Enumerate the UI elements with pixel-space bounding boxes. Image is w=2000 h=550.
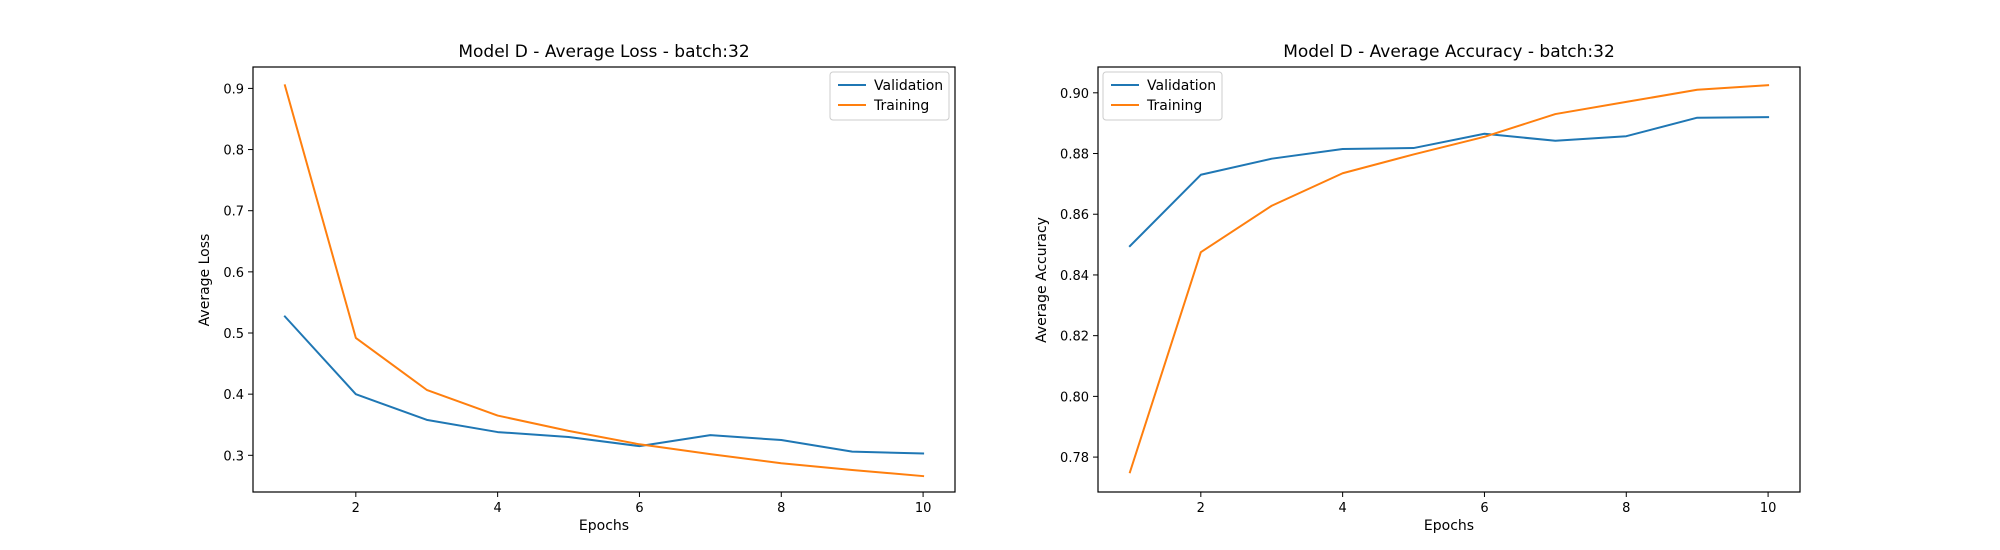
loss-lines [283, 84, 925, 478]
accuracy-y-tick-label: 0.82 [1060, 330, 1089, 345]
loss-x-tick-label: 2 [352, 501, 360, 516]
accuracy-x-tick-label: 4 [1338, 501, 1346, 516]
loss-y-tick-label: 0.6 [223, 266, 244, 281]
accuracy-x-tick-label: 8 [1622, 501, 1630, 516]
accuracy-y-tick-label: 0.90 [1060, 87, 1089, 102]
accuracy-y-tick-label: 0.86 [1060, 208, 1089, 223]
loss-y-tick-label: 0.4 [223, 388, 244, 403]
accuracy-y-tick-label: 0.78 [1060, 451, 1089, 466]
loss-y-tick-label: 0.3 [223, 449, 244, 464]
loss-plot-frame [252, 66, 956, 493]
loss-chart: Model D - Average Loss - batch:32 Epochs… [197, 42, 956, 534]
loss-y-axis-label: Average Loss [197, 234, 213, 327]
loss-validation-line [283, 315, 925, 455]
loss-x-axis-label: Epochs [579, 518, 629, 534]
loss-x-tick-label: 8 [777, 501, 785, 516]
loss-y-tick-label: 0.5 [223, 327, 244, 342]
accuracy-x-axis-label: Epochs [1424, 518, 1474, 534]
loss-x-tick-label: 6 [635, 501, 643, 516]
accuracy-x-tick-label: 10 [1760, 501, 1777, 516]
loss-chart-title: Model D - Average Loss - batch:32 [458, 42, 749, 62]
loss-y-tick-label: 0.8 [223, 144, 244, 159]
loss-legend-training-label: Training [873, 98, 929, 114]
accuracy-chart-title: Model D - Average Accuracy - batch:32 [1283, 42, 1615, 62]
accuracy-chart: Model D - Average Accuracy - batch:32 Ep… [1034, 42, 1801, 534]
loss-training-line [283, 84, 925, 478]
accuracy-ticks: 2 4 6 8 10 0.78 0.80 0.82 0.84 0.86 0.88 0.90 [1060, 87, 1776, 516]
loss-y-tick-label: 0.7 [223, 205, 244, 220]
loss-x-tick-label: 4 [493, 501, 501, 516]
accuracy-x-tick-label: 6 [1480, 501, 1488, 516]
accuracy-y-axis-label: Average Accuracy [1034, 217, 1050, 343]
loss-y-tick-label: 0.9 [223, 82, 244, 97]
accuracy-y-tick-label: 0.88 [1060, 148, 1089, 163]
accuracy-legend-validation-label: Validation [1147, 78, 1216, 94]
accuracy-lines [1128, 84, 1770, 474]
loss-legend: Validation Training [829, 71, 950, 121]
accuracy-y-tick-label: 0.84 [1060, 269, 1089, 284]
loss-x-tick-label: 10 [915, 501, 932, 516]
loss-legend-validation-label: Validation [874, 78, 943, 94]
loss-ticks: 2 4 6 8 10 0.3 0.4 0.5 0.6 0.7 0.8 0.9 [223, 82, 931, 516]
accuracy-y-tick-label: 0.80 [1060, 390, 1089, 405]
accuracy-legend: Validation Training [1102, 71, 1223, 121]
accuracy-x-tick-label: 2 [1197, 501, 1205, 516]
accuracy-plot-frame [1097, 66, 1801, 493]
accuracy-validation-line [1128, 116, 1770, 248]
accuracy-training-line [1128, 84, 1770, 474]
accuracy-legend-training-label: Training [1146, 98, 1202, 114]
